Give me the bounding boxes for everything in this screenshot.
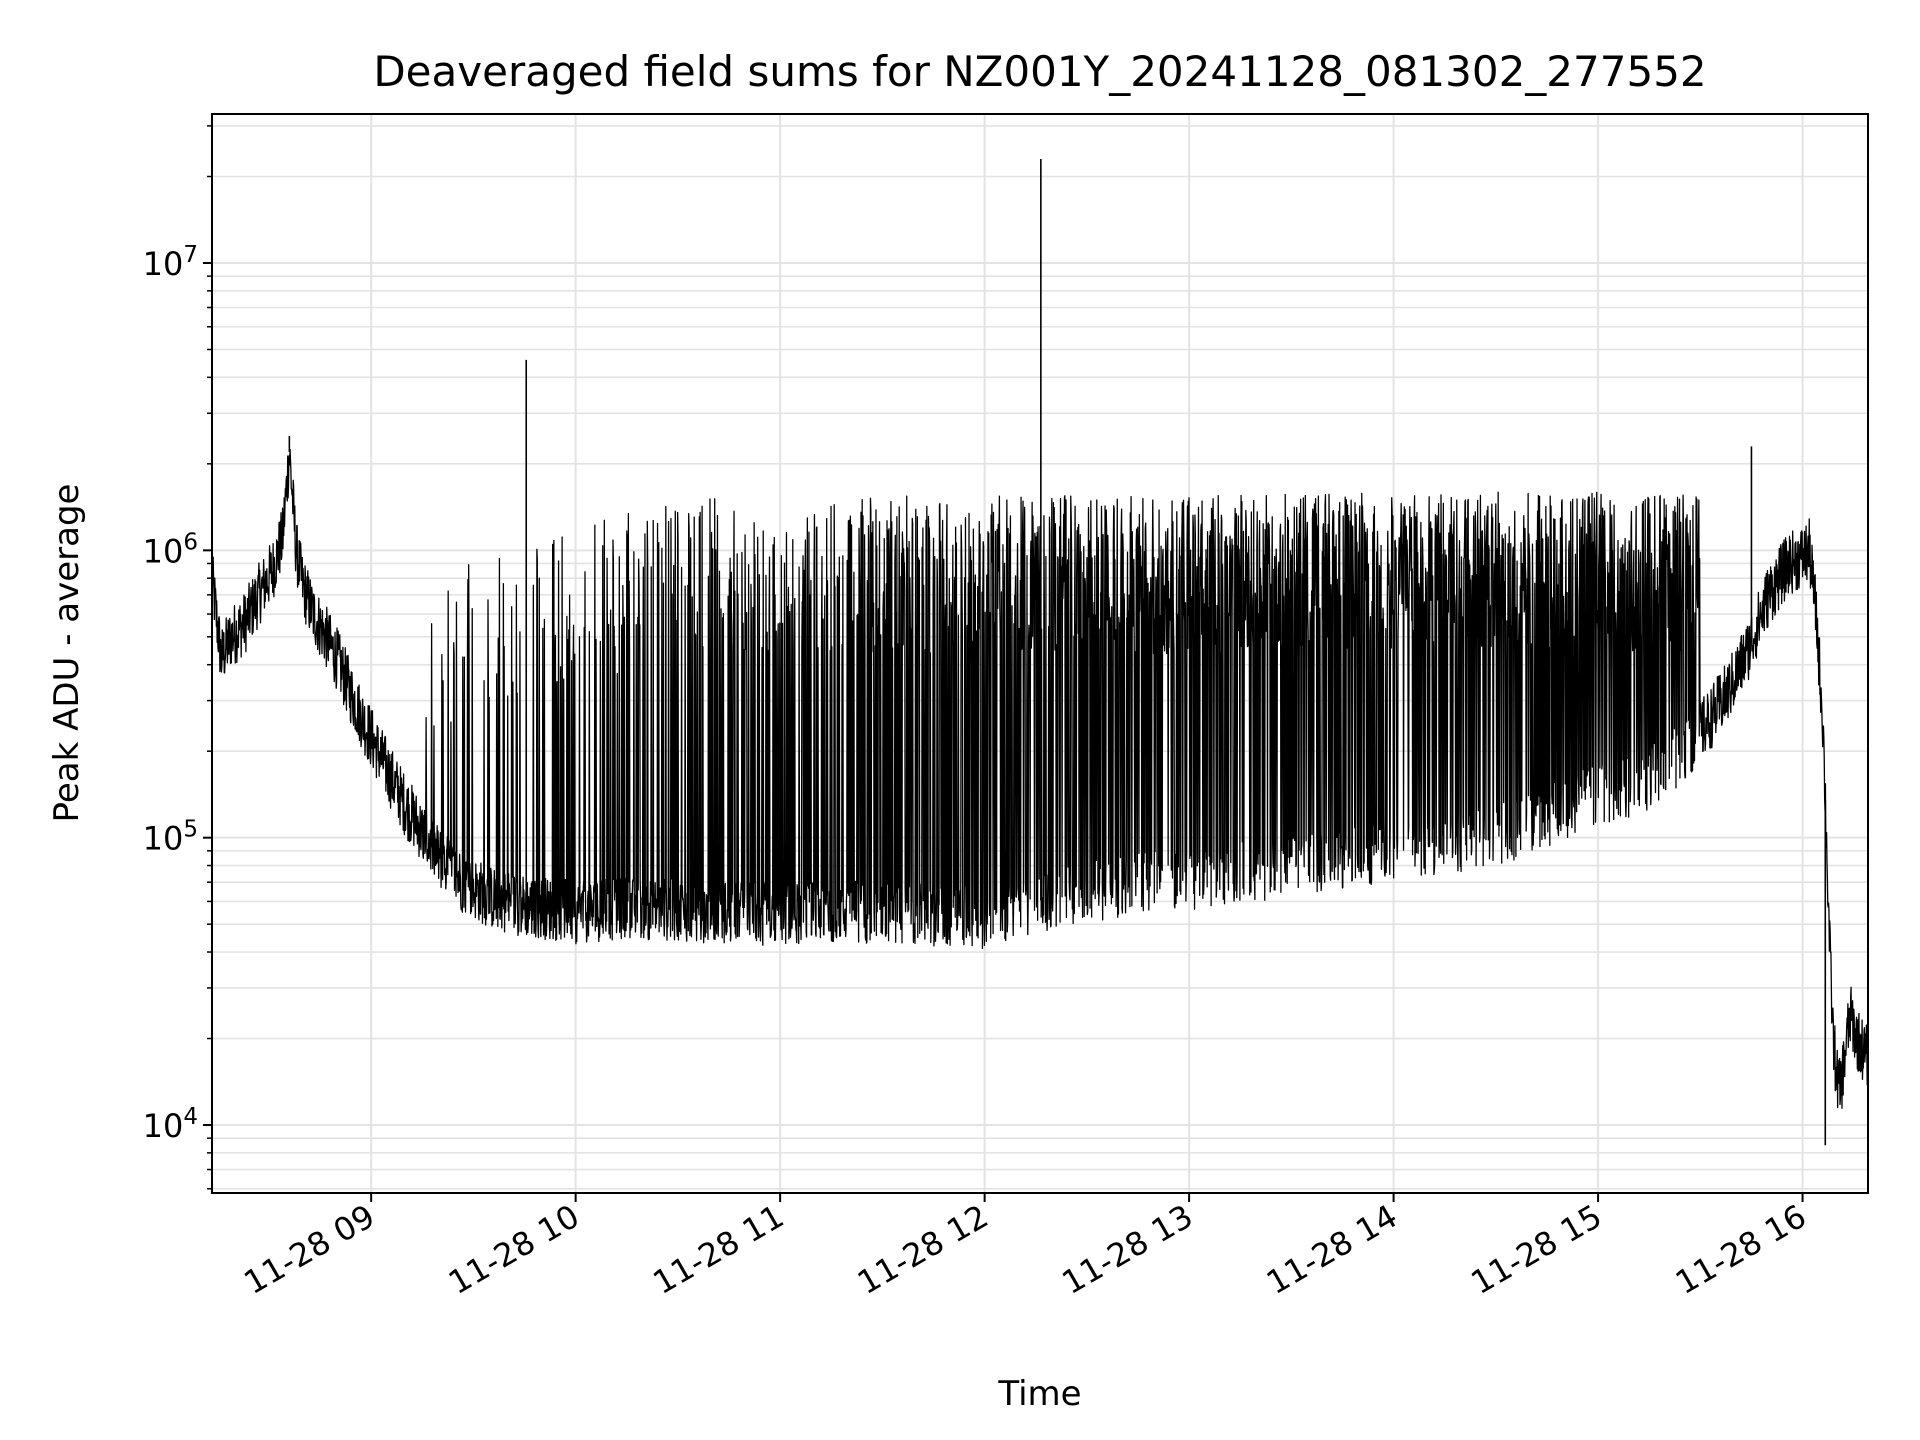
plot-area [211, 159, 1869, 1146]
y-axis-label: Peak ADU - average [47, 484, 87, 823]
y-tick-label: 107 [143, 242, 198, 283]
chart-title: Deaveraged field sums for NZ001Y_2024112… [373, 47, 1706, 96]
plot-frame [211, 113, 1869, 1194]
y-tick-label: 105 [143, 817, 198, 858]
data-line [211, 448, 1869, 1109]
x-axis-label: Time [997, 1374, 1081, 1414]
y-tick-label: 106 [143, 529, 198, 570]
y-tick-label: 104 [143, 1104, 198, 1145]
